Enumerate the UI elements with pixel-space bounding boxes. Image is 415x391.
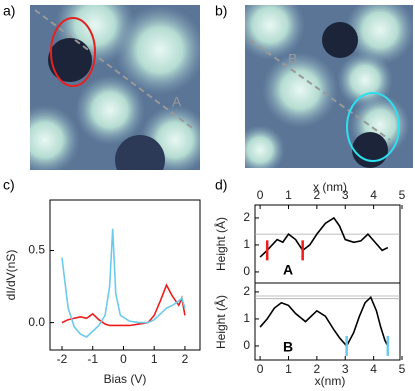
x-tick-label: 1	[151, 352, 158, 366]
x-tick-label: 4	[370, 188, 377, 202]
y-tick-label: 1	[243, 311, 250, 325]
x-tick-label: 0	[120, 352, 127, 366]
x-tick-label: 2	[314, 362, 321, 376]
annotation: A	[283, 262, 293, 278]
highlight	[50, 17, 96, 87]
y-axis-label: Height (Å)	[213, 217, 228, 271]
x-tick-label: 1	[285, 188, 292, 202]
x-tick-label: 3	[342, 362, 349, 376]
x-tick-label: 2	[314, 188, 321, 202]
plot-frame	[49, 199, 201, 351]
profile-line	[249, 39, 391, 141]
profile-line	[34, 9, 196, 131]
x-tick-label: 0	[257, 188, 264, 202]
y-tick-label: 2	[243, 210, 250, 224]
stm-image-b	[245, 5, 413, 168]
x-tick-label: 1	[285, 362, 292, 376]
x-tick-label: 3	[342, 188, 349, 202]
x-tick-label: 5	[399, 188, 406, 202]
panel-label: d)	[215, 177, 227, 193]
marker-label: B	[288, 51, 297, 67]
data-line	[61, 283, 186, 327]
x-tick-label: 2	[182, 352, 189, 366]
y-tick-label: 1	[243, 237, 250, 251]
data-line	[259, 216, 389, 258]
panel-label: a)	[3, 3, 15, 19]
annotation: B	[283, 339, 293, 355]
y-axis-label: Height (Å)	[213, 295, 228, 349]
x-tick-label: 4	[370, 362, 377, 376]
plot-frame	[254, 204, 401, 284]
data-line	[61, 228, 186, 338]
panel-label: b)	[215, 3, 227, 19]
panel-label: c)	[3, 177, 15, 193]
plot-frame	[254, 282, 401, 361]
x-axis-label: Bias (V)	[104, 372, 147, 386]
y-tick-label: 0.0	[28, 315, 45, 329]
x-tick-label: 0	[257, 362, 264, 376]
y-tick-label: 0.5	[28, 243, 45, 257]
data-line	[259, 295, 389, 348]
highlight	[346, 92, 400, 162]
x-axis-label: x(nm)	[315, 374, 346, 388]
y-axis-label: dI/dV(nS)	[4, 250, 18, 301]
x-tick-label: -2	[57, 352, 68, 366]
stm-image-a	[30, 5, 200, 170]
y-tick-label: 0	[243, 338, 250, 352]
x-tick-label: 5	[399, 362, 406, 376]
marker-label: A	[172, 94, 182, 110]
y-tick-label: 2	[243, 284, 250, 298]
x-axis-label: x (nm)	[313, 180, 347, 194]
y-tick-label: 0	[243, 264, 250, 278]
x-tick-label: -1	[87, 352, 98, 366]
